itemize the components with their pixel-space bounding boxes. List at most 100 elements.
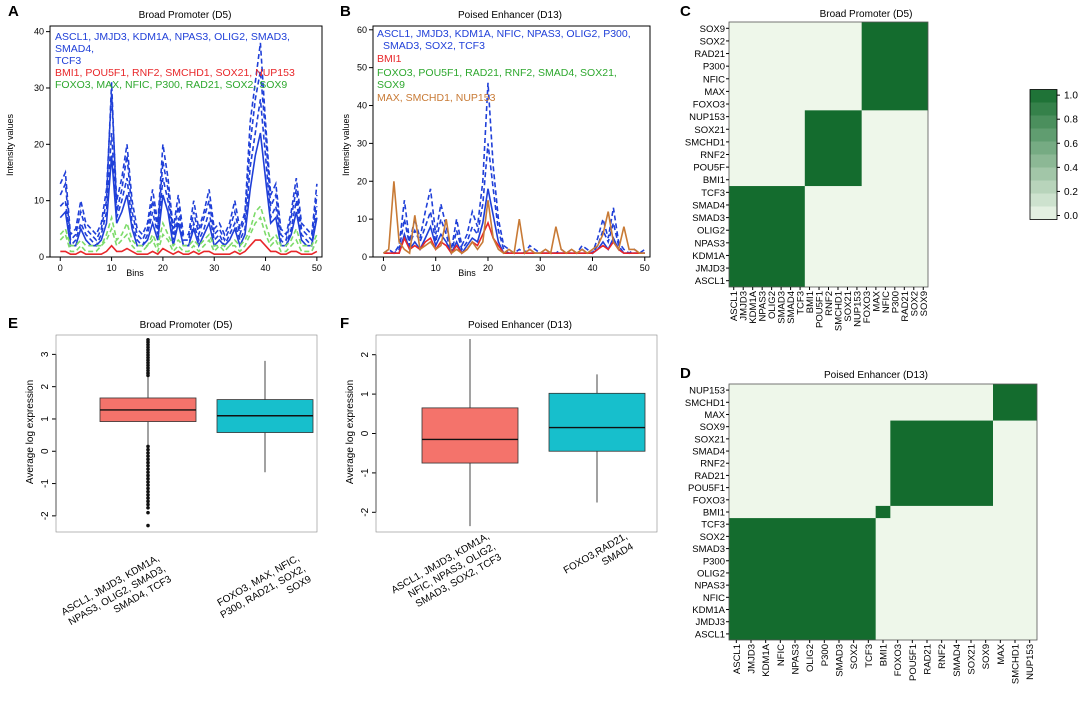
row-label: FOXO3	[693, 495, 725, 506]
col-label: SOX9	[919, 291, 930, 316]
row-label: SOX21	[694, 434, 725, 445]
col-label: RAD21	[923, 644, 934, 675]
box-outlier	[146, 486, 150, 491]
row-label: MAX	[704, 410, 725, 421]
panel-a-series-kdm1a	[59, 70, 318, 243]
panel-f-category-2: FOXO3,RAD21, SMAD4	[562, 531, 636, 576]
col-label: NUP153	[852, 291, 863, 327]
col-label: ASCL1	[732, 644, 743, 674]
panel-c: C Broad Promoter (D5) SOX9SOX2RAD21P300N…	[680, 3, 1078, 331]
box-outlier	[146, 489, 150, 494]
colorbar-step	[1030, 115, 1057, 129]
panel-a: A Broad Promoter (D5) Intensity values 0…	[5, 3, 323, 278]
col-label: SMAD4	[952, 644, 963, 677]
row-label: ASCL1	[695, 276, 725, 287]
col-label: SMAD4	[786, 291, 797, 324]
row-label: SOX2	[700, 36, 725, 47]
x-tick-label: 30	[535, 263, 545, 273]
colorbar-step	[1030, 193, 1057, 207]
box-outlier	[146, 444, 150, 449]
box-outlier	[146, 523, 150, 528]
panel-b-legend-line: SMAD3, SOX2, TCF3	[383, 40, 485, 52]
y-tick-label: 0	[40, 448, 51, 454]
x-tick-label: 20	[158, 263, 168, 273]
row-label: SOX2	[700, 532, 725, 543]
col-label: KDM1A	[761, 643, 772, 676]
panel-a-series-rad21	[59, 216, 318, 254]
box-outlier	[146, 338, 150, 342]
y-tick-label: 30	[357, 138, 367, 148]
y-tick-label: 50	[357, 63, 367, 73]
row-label: BMI1	[703, 175, 725, 186]
x-tick-label: 40	[261, 263, 271, 273]
box-outlier	[146, 350, 150, 355]
col-label: SOX2	[849, 644, 860, 669]
colorbar-tick-label: 1.0	[1064, 91, 1078, 102]
panel-a-axes: 0 10 20 30 40 50 0 10 20 30 40	[34, 27, 322, 273]
row-label: RAD21	[694, 471, 725, 482]
col-label: SOX2	[909, 291, 920, 316]
panel-d-heatmap	[728, 383, 1038, 641]
y-tick-label: 0	[39, 252, 44, 262]
panel-a-series-sox2	[59, 204, 318, 249]
box-outlier	[146, 496, 150, 500]
box-outlier	[146, 368, 150, 373]
row-label: ASCL1	[695, 629, 725, 640]
colorbar-step	[1030, 154, 1057, 168]
col-label: POU5F1	[908, 644, 919, 681]
colorbar-step	[1030, 167, 1057, 181]
panel-c-labels: SOX9SOX2RAD21P300NFICMAXFOXO3NUP153SOX21…	[685, 24, 930, 331]
box-outlier	[146, 499, 150, 504]
panel-a-legend-line: ASCL1, JMJD3, KDM1A, NPAS3, OLIG2, SMAD3…	[55, 31, 290, 43]
box-outlier	[146, 463, 150, 468]
box-outlier	[146, 345, 150, 350]
row-label: SMAD3	[692, 544, 725, 555]
y-tick-label: 10	[357, 214, 367, 224]
y-tick-label: 40	[357, 101, 367, 111]
col-label: P300	[820, 644, 831, 666]
colorbar-step	[1030, 102, 1057, 116]
box-outlier	[146, 470, 150, 475]
col-label: KDM1A	[748, 290, 759, 323]
heatmap-block	[993, 384, 1037, 421]
y-tick-label: 40	[34, 27, 44, 37]
y-tick-label: 1	[360, 391, 371, 397]
panel-a-series-pou5f1	[60, 239, 318, 256]
panel-a-plot-frame	[49, 25, 323, 258]
col-label: SOX21	[967, 644, 978, 675]
box-outlier	[146, 502, 150, 507]
box-outlier	[146, 493, 150, 497]
col-label: BMI1	[879, 644, 890, 666]
panel-letter-f: F	[340, 315, 349, 332]
heatmap-block	[890, 420, 993, 506]
row-label: KDM1A	[692, 251, 725, 262]
row-label: SOX21	[694, 125, 725, 136]
panel-b-lines	[383, 82, 646, 256]
box-outlier	[146, 460, 150, 465]
x-tick-label: 20	[483, 263, 493, 273]
col-label: NFIC	[776, 644, 787, 666]
box-outlier	[146, 447, 150, 452]
box-outlier	[146, 358, 150, 362]
panel-b-legend-line: MAX, SMCHD1, NUP153	[377, 92, 496, 104]
row-label: NUP153	[689, 112, 725, 123]
box-outlier	[146, 454, 150, 458]
row-label: BMI1	[703, 508, 725, 519]
y-tick-label: 1	[40, 416, 51, 422]
panel-b-title: Poised Enhancer (D13)	[458, 10, 562, 21]
panel-a-lines	[59, 42, 318, 256]
box-outlier	[146, 467, 150, 471]
row-label: MAX	[704, 87, 725, 98]
box-outlier	[146, 510, 150, 515]
row-label: TCF3	[701, 520, 725, 531]
panel-e: E Broad Promoter (D5) Average log expres…	[8, 315, 318, 628]
col-label: SOX21	[843, 291, 854, 322]
box-outlier	[146, 480, 150, 484]
panel-a-xlabel: Bins	[126, 268, 144, 278]
box-outlier	[146, 483, 150, 487]
col-label: RAD21	[900, 291, 911, 322]
col-label: NFIC	[881, 291, 892, 313]
colorbar-step	[1030, 141, 1057, 155]
col-label: OLIG2	[767, 291, 778, 319]
col-label: JMJD3	[739, 291, 750, 321]
